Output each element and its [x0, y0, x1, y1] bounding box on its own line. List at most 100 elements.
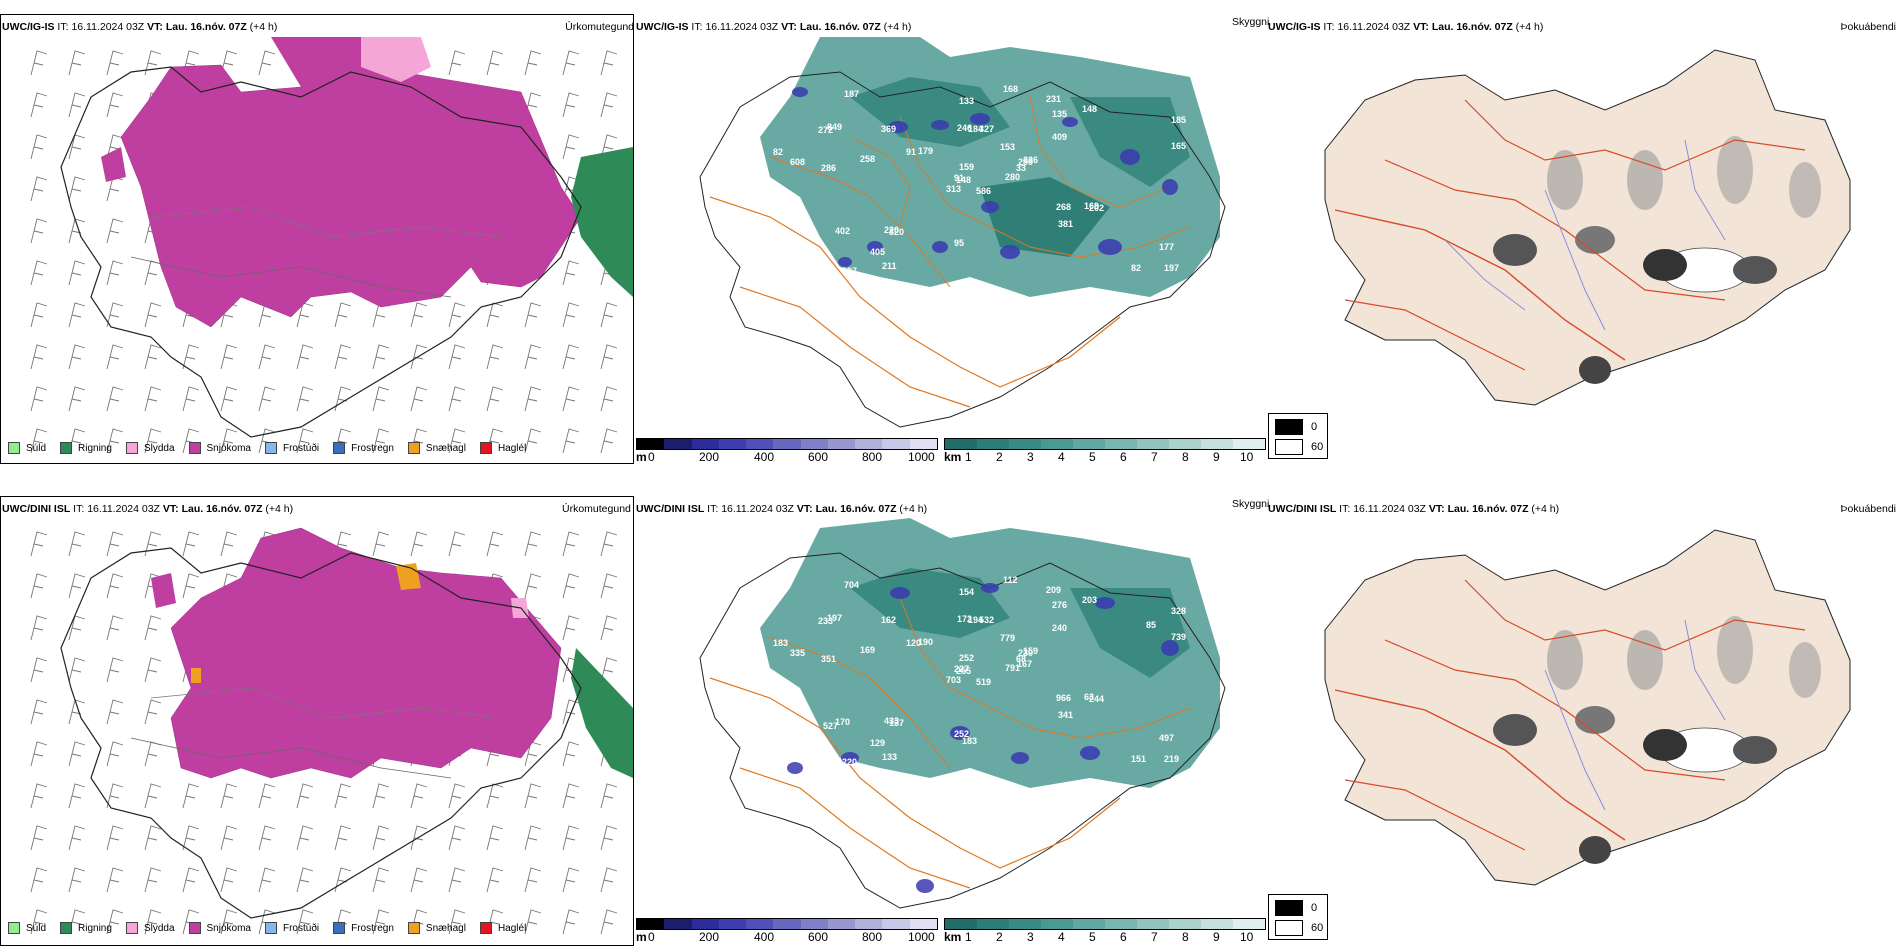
- fog-legend-row: 60: [1275, 920, 1323, 936]
- wind-barb: [600, 50, 618, 76]
- colorbar-cell: [1105, 439, 1137, 449]
- precip-map-frame-top: [0, 14, 634, 464]
- wind-barb: [600, 783, 618, 809]
- cloud-base-label: 258: [860, 154, 875, 164]
- wind-barb: [600, 867, 618, 893]
- wind-barb: [372, 428, 390, 454]
- wind-barb: [182, 531, 200, 557]
- cloud-base-label: 351: [821, 654, 836, 664]
- wind-barb: [106, 657, 124, 683]
- colorbar-cell: [1169, 919, 1201, 929]
- cloud-base-label: 240: [1052, 623, 1067, 633]
- wind-barb: [258, 783, 276, 809]
- legend-swatch: [264, 442, 277, 454]
- cloud-base-tick: 0: [648, 450, 655, 464]
- cloud-base-label: 219: [1164, 754, 1179, 764]
- wind-barb: [334, 302, 352, 328]
- wind-barb: [600, 428, 618, 454]
- wind-barb: [30, 615, 48, 641]
- wind-barb: [448, 428, 466, 454]
- cloud-base-unit: m: [636, 450, 647, 464]
- colorbar-cell: [1041, 439, 1073, 449]
- visibility-unit: km: [944, 450, 962, 464]
- wind-barb: [30, 92, 48, 118]
- wind-barb: [448, 302, 466, 328]
- wind-barb: [30, 825, 48, 851]
- colorbar-cell: [800, 919, 828, 929]
- precip-map-top[interactable]: [1, 37, 633, 463]
- precip-legend-top: Súld Rigning Slydda Snjókoma Frostúði Fr…: [8, 442, 540, 454]
- cloud-map-bottom[interactable]: 519 233 255 220 230 137 209 532 276 791 704 219 351 3…: [650, 518, 1240, 918]
- colorbar-cell: [909, 919, 937, 929]
- wind-barb: [600, 92, 618, 118]
- legend-swatch: [407, 922, 420, 934]
- visibility-tick: 9: [1213, 930, 1220, 944]
- cloud-base-label: 197: [827, 613, 842, 623]
- cloud-base-label: 405: [870, 247, 885, 257]
- wind-barb: [562, 783, 580, 809]
- wind-barb: [106, 741, 124, 767]
- wind-barb: [30, 699, 48, 725]
- wind-barb: [144, 699, 162, 725]
- visibility-tick: 7: [1151, 930, 1158, 944]
- fog-legend-row: 0: [1275, 419, 1317, 435]
- wind-barb: [68, 531, 86, 557]
- wind-barb: [448, 783, 466, 809]
- wind-barb: [220, 909, 238, 935]
- legend-swatch: [264, 922, 277, 934]
- wind-barb: [68, 825, 86, 851]
- cloud-base-label: 608: [790, 157, 805, 167]
- wind-barb: [182, 783, 200, 809]
- wind-barb: [144, 531, 162, 557]
- cloud-base-label: 193: [803, 746, 818, 756]
- cloud-map-top[interactable]: 586 272 148 219 299 320 231 327 135 280 187 197 286 1…: [650, 37, 1240, 437]
- wind-barb: [258, 50, 276, 76]
- precip-panel-top: UWC/IG-IS IT: 16.11.2024 03Z VT: Lau. 16…: [0, 14, 636, 464]
- cloud-base-label: 197: [1164, 263, 1179, 273]
- visibility-tick: 6: [1120, 450, 1127, 464]
- wind-barb: [448, 531, 466, 557]
- wind-barb: [106, 92, 124, 118]
- wind-barb: [600, 344, 618, 370]
- precip-map-bottom[interactable]: [1, 518, 633, 944]
- visibility-tick: 6: [1120, 930, 1127, 944]
- wind-barb: [220, 428, 238, 454]
- cloud-base-label: 244: [1089, 694, 1104, 704]
- fog-map-top[interactable]: [1305, 40, 1865, 430]
- colorbar-cell: [1009, 439, 1041, 449]
- cloud-base-label: 220: [884, 225, 899, 235]
- wind-barb: [144, 302, 162, 328]
- wind-barb: [68, 741, 86, 767]
- cloud-base-label: 527: [823, 721, 838, 731]
- cloud-base-label: 170: [835, 717, 850, 727]
- wind-barb: [372, 909, 390, 935]
- legend-item-rigning: Rigning: [60, 922, 112, 934]
- wind-barb: [448, 50, 466, 76]
- wind-barb: [524, 867, 542, 893]
- wind-barb: [258, 344, 276, 370]
- fog-index-label-top: Þokuábendi: [1840, 21, 1896, 33]
- cloud-base-label: 227: [954, 664, 969, 674]
- visibility-tick: 9: [1213, 450, 1220, 464]
- wind-barb: [372, 867, 390, 893]
- wind-barb: [562, 867, 580, 893]
- wind-barb: [106, 909, 124, 935]
- wind-barb: [144, 867, 162, 893]
- wind-barb: [486, 783, 504, 809]
- wind-barb: [486, 344, 504, 370]
- visibility-colorbar-bottom: [944, 918, 1266, 930]
- cloud-base-label: 120: [906, 638, 921, 648]
- wind-barb: [182, 825, 200, 851]
- wind-barb: [524, 531, 542, 557]
- wind-barb: [144, 428, 162, 454]
- fog-map-bottom[interactable]: [1305, 520, 1865, 910]
- colorbar-cell: [1105, 919, 1137, 929]
- wind-barb: [68, 573, 86, 599]
- cloud-base-label: 184: [968, 124, 983, 134]
- cloud-base-label: 183: [773, 638, 788, 648]
- precip-type-label-top: Úrkomutegund: [565, 21, 634, 33]
- wind-barb: [68, 867, 86, 893]
- fog-index-label-bottom: Þokuábendi: [1840, 503, 1896, 515]
- cloud-base-label: 135: [1052, 109, 1067, 119]
- cloud-base-label: 187: [844, 89, 859, 99]
